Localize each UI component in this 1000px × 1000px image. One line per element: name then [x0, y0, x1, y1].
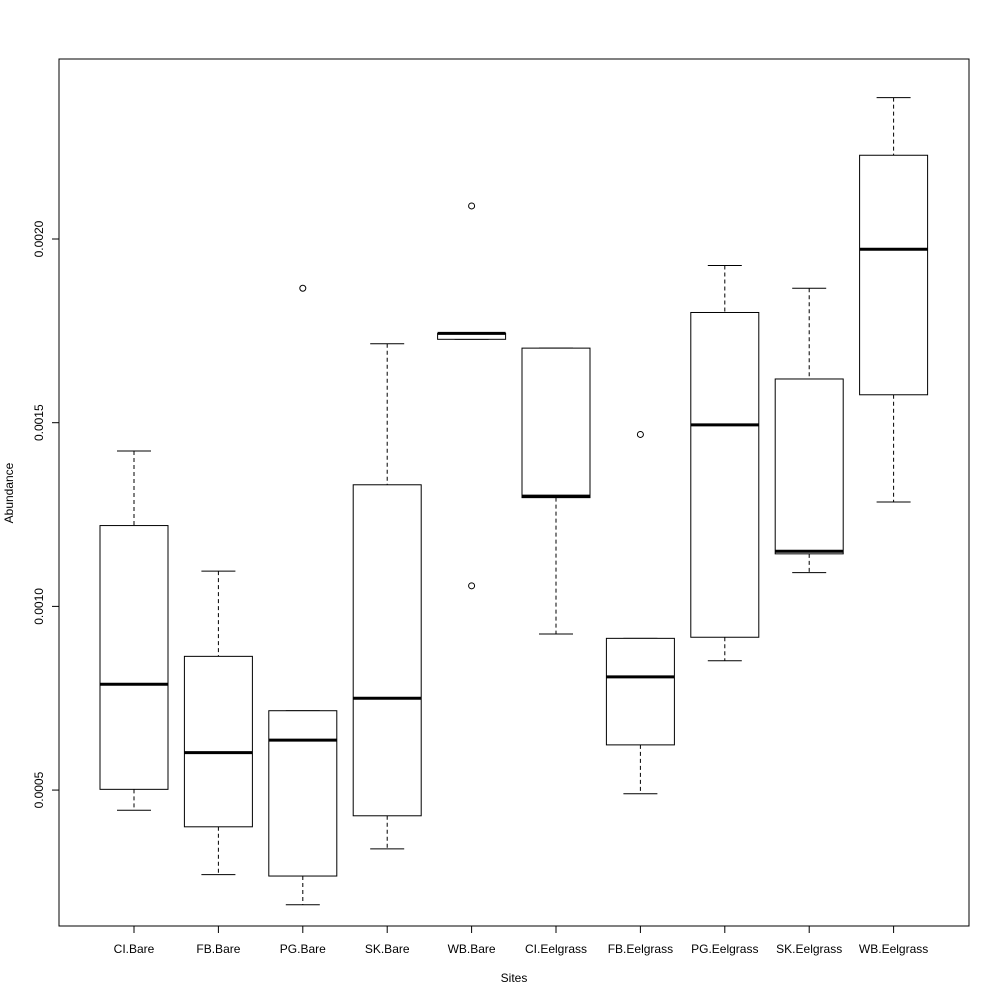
boxes-layer	[99, 97, 929, 906]
y-tick-label: 0.0005	[32, 771, 46, 808]
box-pg-bare	[268, 284, 338, 906]
box-iqr	[774, 378, 844, 555]
box-wb-bare	[437, 202, 507, 590]
box-iqr	[859, 154, 929, 396]
outlier-point	[468, 582, 476, 590]
box-iqr	[183, 655, 253, 828]
box-iqr	[605, 637, 675, 746]
box-iqr	[690, 311, 760, 638]
y-tick-label: 0.0015	[32, 404, 46, 441]
box-iqr	[268, 710, 338, 877]
x-tick-label: CI.Eelgrass	[525, 942, 587, 956]
x-tick-label: SK.Eelgrass	[776, 942, 842, 956]
y-tick-label: 0.0010	[32, 588, 46, 625]
x-axis: CI.Bare FB.Bare PG.Bare SK.Bare WB.Bare CI.Ee…	[114, 925, 928, 956]
box-iqr	[521, 347, 591, 499]
outlier-point	[636, 430, 644, 438]
x-tick-label: WB.Eelgrass	[859, 942, 928, 956]
x-tick-label: PG.Eelgrass	[691, 942, 758, 956]
outlier-point	[468, 202, 476, 210]
x-axis-title: Sites	[501, 971, 528, 985]
x-tick-label: CI.Bare	[114, 942, 155, 956]
y-axis-title: Abundance	[2, 462, 16, 523]
box-ci-eelgrass	[521, 347, 591, 635]
x-tick-label: FB.Eelgrass	[608, 942, 673, 956]
box-sk-bare	[352, 343, 422, 850]
x-tick-label: WB.Bare	[448, 942, 496, 956]
box-fb-bare	[183, 570, 253, 876]
box-sk-eelgrass	[774, 287, 844, 574]
outlier-point	[299, 284, 307, 292]
x-tick-label: PG.Bare	[280, 942, 326, 956]
y-tick-label: 0.0020	[32, 220, 46, 257]
y-axis: 0.0005 0.0010 0.0015 0.0020	[32, 220, 60, 808]
x-tick-label: SK.Bare	[365, 942, 410, 956]
box-pg-eelgrass	[690, 264, 760, 662]
box-iqr	[99, 525, 169, 790]
x-tick-label: FB.Bare	[196, 942, 240, 956]
box-wb-eelgrass	[859, 97, 929, 503]
box-ci-bare	[99, 450, 169, 811]
box-fb-eelgrass	[605, 430, 675, 795]
box-iqr	[352, 484, 422, 817]
